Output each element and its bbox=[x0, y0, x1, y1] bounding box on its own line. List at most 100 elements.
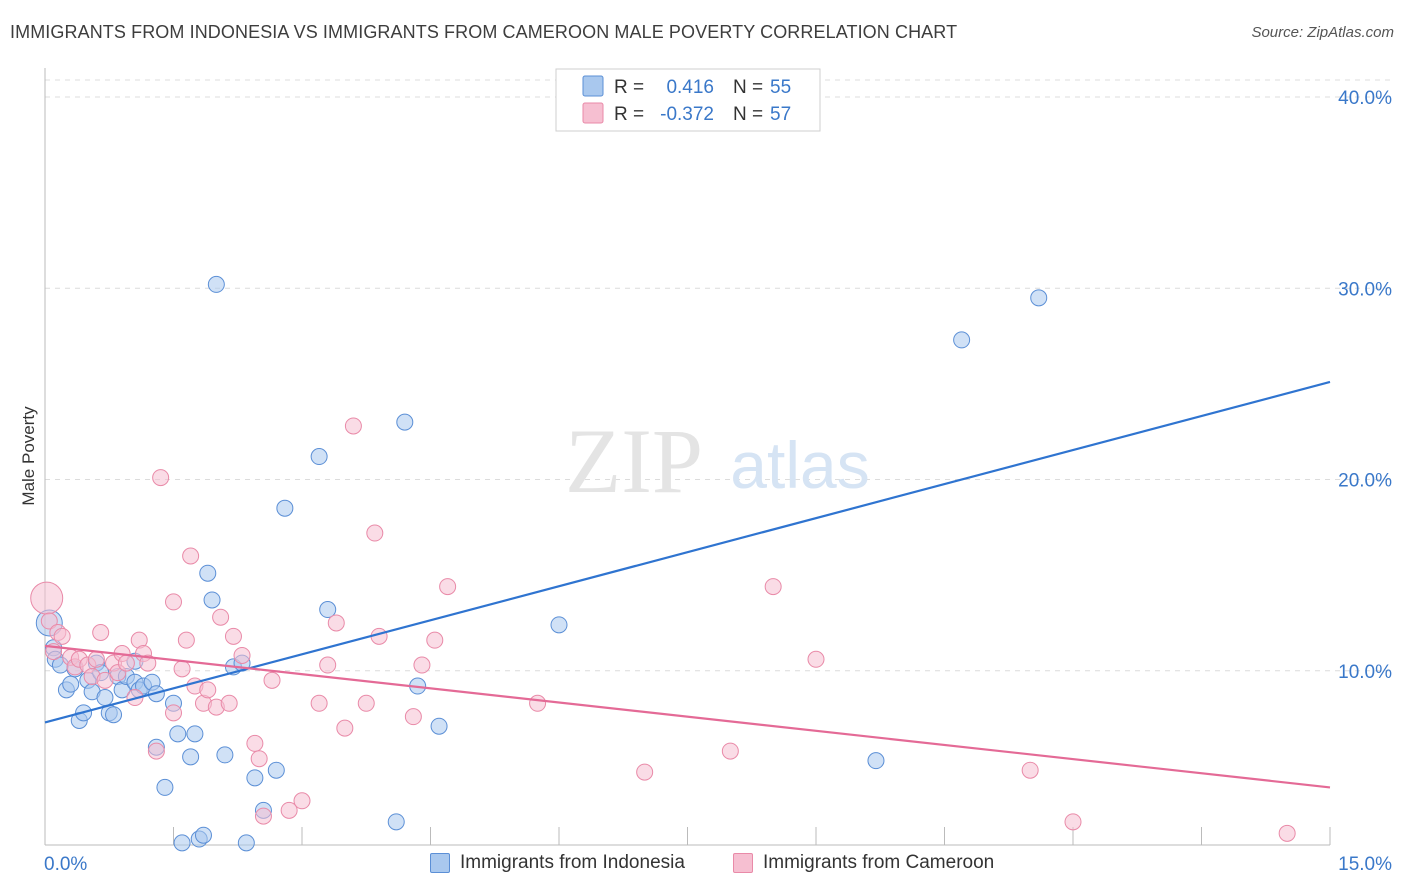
point-cameroon bbox=[807, 650, 825, 668]
point-cameroon bbox=[40, 612, 58, 630]
legend-swatch-cameroon bbox=[733, 853, 753, 873]
point-cameroon bbox=[764, 578, 782, 596]
point-cameroon bbox=[319, 656, 337, 674]
point-indonesia bbox=[173, 834, 191, 852]
stats-n-label: N = bbox=[733, 104, 763, 125]
point-cameroon bbox=[336, 719, 354, 737]
stats-swatch-cameroon bbox=[582, 102, 604, 124]
point-indonesia bbox=[387, 813, 405, 831]
trend-line-cameroon bbox=[44, 644, 1331, 789]
point-indonesia bbox=[396, 413, 414, 431]
stats-r-label: R = bbox=[614, 104, 644, 125]
point-indonesia bbox=[105, 706, 123, 724]
point-cameroon bbox=[173, 660, 191, 678]
point-cameroon bbox=[263, 671, 281, 689]
point-indonesia bbox=[550, 616, 568, 634]
point-cameroon bbox=[212, 608, 230, 626]
source-label: Source: ZipAtlas.com bbox=[1251, 24, 1394, 41]
point-cameroon bbox=[529, 694, 547, 712]
point-cameroon bbox=[92, 624, 110, 641]
point-indonesia bbox=[319, 601, 337, 619]
point-indonesia bbox=[216, 746, 234, 764]
trend-lines bbox=[44, 380, 1331, 789]
point-cameroon bbox=[1278, 824, 1296, 842]
point-cameroon bbox=[152, 469, 170, 487]
point-cameroon bbox=[182, 547, 200, 565]
x-tick-label: 15.0% bbox=[1338, 854, 1392, 875]
point-cameroon bbox=[53, 627, 71, 645]
point-cameroon bbox=[117, 654, 135, 672]
point-cameroon bbox=[147, 742, 165, 760]
point-cameroon bbox=[636, 763, 654, 781]
point-indonesia bbox=[169, 725, 187, 743]
point-indonesia bbox=[186, 725, 204, 743]
stats-swatch-indonesia bbox=[582, 75, 604, 97]
point-cameroon bbox=[224, 627, 242, 645]
point-cameroon bbox=[413, 656, 431, 674]
point-indonesia bbox=[237, 834, 255, 852]
point-cameroon bbox=[721, 742, 739, 760]
y-tick-label: 40.0% bbox=[1338, 88, 1392, 109]
stats-legend: R = 0.416 N = 55 R = -0.372 N = 57 bbox=[555, 68, 821, 132]
point-indonesia bbox=[430, 717, 448, 735]
stats-r-label: R = bbox=[614, 77, 644, 98]
point-indonesia bbox=[1030, 289, 1048, 307]
stats-r-value: -0.372 bbox=[660, 104, 714, 125]
point-cameroon bbox=[280, 801, 298, 819]
point-indonesia bbox=[276, 499, 294, 517]
point-indonesia bbox=[310, 448, 328, 466]
point-indonesia bbox=[62, 675, 80, 693]
point-cameroon bbox=[1021, 761, 1039, 779]
point-indonesia bbox=[267, 761, 285, 779]
gridlines bbox=[45, 79, 1392, 672]
point-cameroon bbox=[96, 671, 114, 689]
point-cameroon bbox=[310, 694, 328, 712]
point-indonesia bbox=[867, 752, 885, 770]
point-cameroon bbox=[426, 631, 444, 649]
series-legend: Immigrants from Indonesia Immigrants fro… bbox=[0, 852, 1406, 880]
point-cameroon bbox=[165, 704, 182, 722]
point-cameroon bbox=[293, 792, 311, 810]
point-cameroon bbox=[199, 681, 217, 699]
stats-r-value: 0.416 bbox=[666, 77, 714, 98]
stats-n-value: 55 bbox=[770, 77, 791, 98]
point-cameroon bbox=[254, 807, 272, 825]
point-cameroon bbox=[344, 417, 362, 435]
tick-labels: 10.0% 20.0% 30.0% 40.0% 0.0% 15.0% bbox=[44, 88, 1392, 875]
point-cameroon bbox=[439, 578, 457, 596]
point-cameroon bbox=[233, 646, 251, 664]
point-cameroon bbox=[357, 694, 375, 712]
stats-n-label: N = bbox=[733, 77, 763, 98]
point-indonesia bbox=[182, 748, 200, 766]
point-cameroon bbox=[404, 708, 422, 726]
legend-swatch-indonesia bbox=[430, 853, 450, 873]
point-cameroon bbox=[139, 654, 157, 672]
point-indonesia bbox=[194, 826, 212, 844]
point-cameroon bbox=[246, 734, 264, 752]
point-cameroon bbox=[87, 650, 105, 668]
point-cameroon bbox=[1064, 813, 1082, 831]
x-tick-label: 0.0% bbox=[44, 854, 87, 875]
legend-item-cameroon: Immigrants from Cameroon bbox=[733, 852, 994, 874]
data-points bbox=[30, 275, 1296, 852]
watermark-atlas: atlas bbox=[730, 428, 869, 502]
point-cameroon bbox=[177, 631, 195, 649]
point-indonesia bbox=[96, 689, 114, 707]
y-tick-label: 20.0% bbox=[1338, 471, 1392, 492]
point-indonesia bbox=[156, 778, 174, 796]
point-cameroon bbox=[366, 524, 384, 542]
point-indonesia bbox=[199, 564, 217, 582]
point-cameroon bbox=[327, 614, 345, 632]
point-cameroon bbox=[165, 593, 182, 611]
point-cameroon bbox=[250, 750, 268, 768]
point-cameroon bbox=[220, 694, 238, 712]
point-indonesia bbox=[207, 275, 225, 293]
y-axis-label: Male Poverty bbox=[19, 406, 38, 506]
legend-label-cameroon: Immigrants from Cameroon bbox=[763, 852, 995, 873]
trend-line-indonesia bbox=[44, 380, 1331, 724]
watermark: ZIP atlas bbox=[565, 410, 870, 512]
point-indonesia bbox=[203, 591, 221, 609]
axes bbox=[44, 68, 1331, 846]
point-indonesia bbox=[953, 331, 971, 349]
